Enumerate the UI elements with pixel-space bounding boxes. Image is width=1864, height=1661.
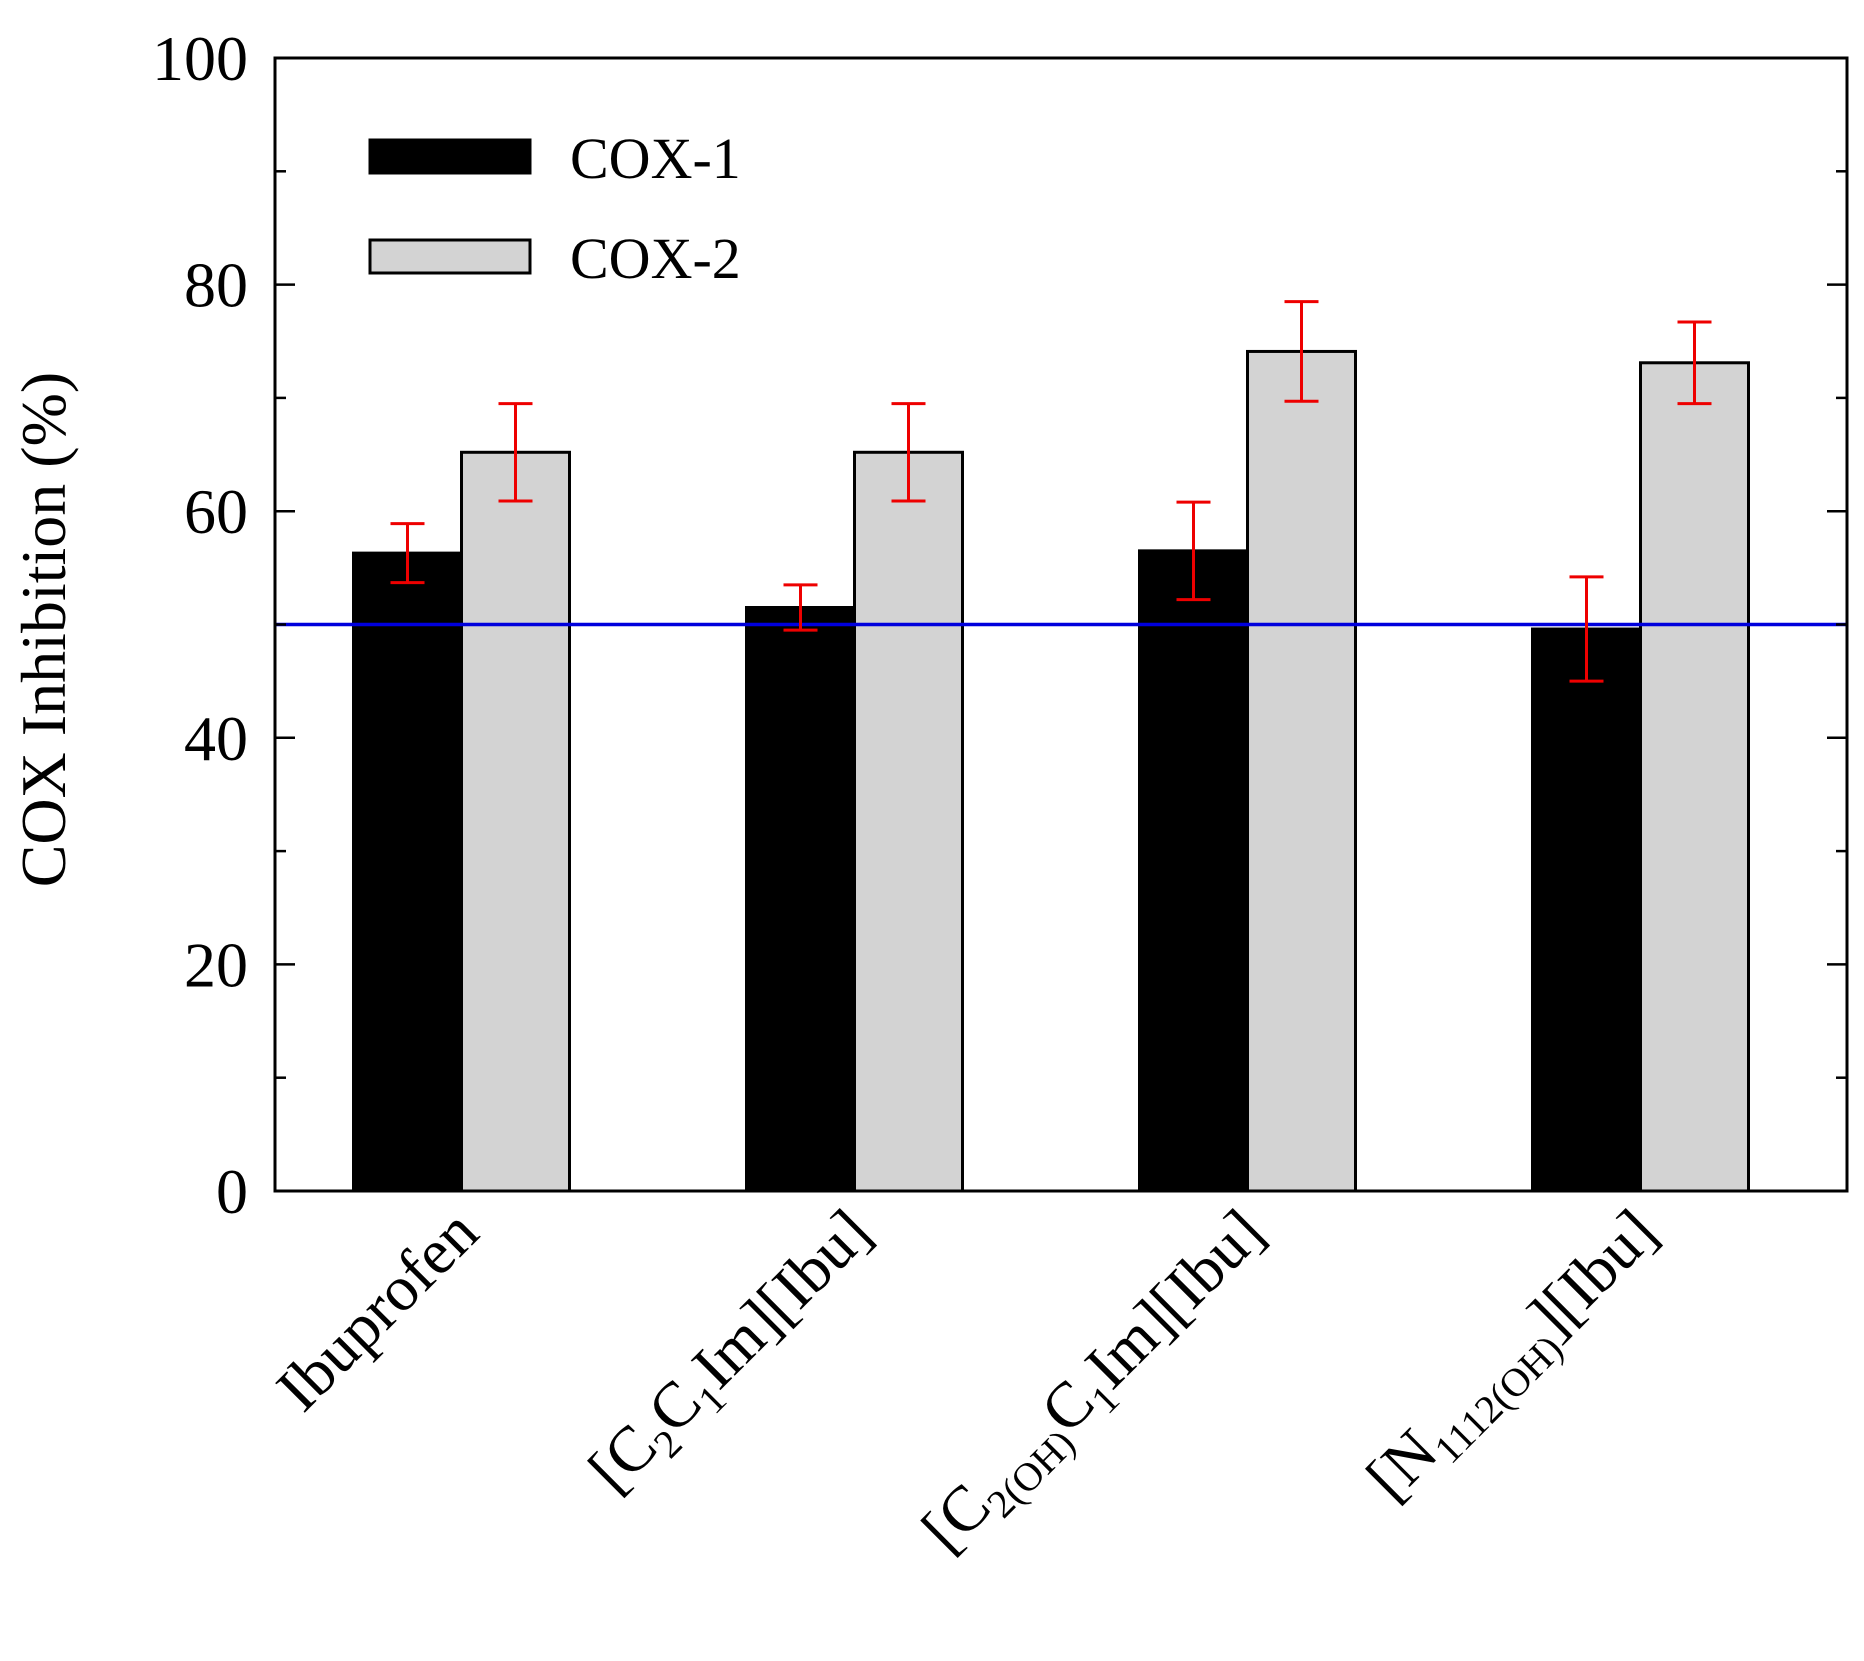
bar-cox-1 [745,606,856,1193]
y-tick-label: 40 [184,703,248,774]
bar-cox-2 [853,450,964,1193]
x-labels-layer: Ibuprofen [C2C1Im][Ibu][C2(OH)C1Im][Ibu][… [263,1196,1677,1572]
y-tick-label: 100 [152,23,248,94]
legend: COX-1 COX-2 [368,126,741,291]
y-tick-label: 80 [184,250,248,321]
error-bars-layer [390,300,1712,683]
bar-cox-1 [1531,627,1642,1193]
bar-cox-2 [1246,349,1357,1193]
x-category-label: [C2(OH)C1Im][Ibu] [908,1196,1284,1572]
bar-cox-1 [1138,549,1249,1193]
y-ticks-layer: 0 20 40 60 80 100 [152,23,1847,1227]
x-category-label: [N1112(OH)][Ibu] [1353,1196,1677,1520]
bar-cox-2 [1639,361,1750,1193]
x-category-label: Ibuprofen [263,1196,492,1425]
legend-swatch-cox-2 [368,238,532,275]
y-tick-label: 20 [184,929,248,1000]
y-axis-label: COX Inhibition (%) [8,372,79,888]
x-category-label: [C2C1Im][Ibu] [575,1196,891,1512]
bar-cox-1 [352,551,463,1193]
y-tick-label: 0 [216,1156,248,1227]
bar-cox-2 [460,450,571,1193]
bars-layer [352,349,1750,1193]
y-tick-label: 60 [184,476,248,547]
legend-label-cox-1: COX-1 [570,126,741,191]
legend-swatch-cox-1 [368,138,532,175]
legend-label-cox-2: COX-2 [570,226,741,291]
